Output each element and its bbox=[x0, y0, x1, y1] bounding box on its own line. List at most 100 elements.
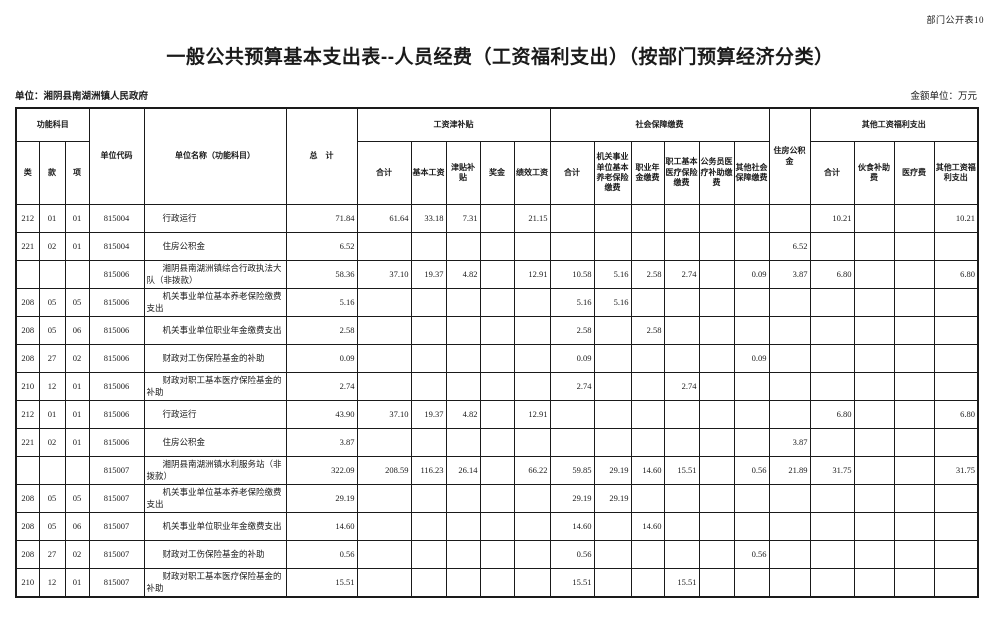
value-cell: 29.19 bbox=[593, 484, 632, 513]
value-cell bbox=[356, 372, 412, 401]
value-cell bbox=[513, 428, 551, 457]
value-cell: 3.87 bbox=[285, 428, 358, 457]
value-cell: 37.10 bbox=[356, 260, 412, 289]
table-row: 815006 湘阴县南湖洲镇综合行政执法大队（非拨款） 58.36 37.10 19.3… bbox=[15, 260, 979, 289]
value-cell bbox=[513, 232, 551, 261]
value-cell: 208 bbox=[15, 540, 40, 569]
value-cell bbox=[768, 400, 811, 429]
value-cell: 58.36 bbox=[285, 260, 358, 289]
table-row: 208 05 06 815007 机关事业单位职业年金缴费支出 14.60 14.60 14.… bbox=[15, 512, 979, 541]
value-cell: 6.52 bbox=[285, 232, 358, 261]
value-cell: 05 bbox=[38, 288, 66, 317]
value-cell: 14.60 bbox=[630, 512, 665, 541]
value-cell bbox=[513, 344, 551, 373]
value-cell bbox=[698, 232, 735, 261]
value-cell bbox=[445, 372, 481, 401]
value-cell bbox=[663, 316, 700, 345]
value-cell bbox=[893, 428, 935, 457]
value-cell: 210 bbox=[15, 372, 40, 401]
value-cell bbox=[809, 484, 855, 513]
value-cell bbox=[479, 540, 515, 569]
value-cell bbox=[809, 512, 855, 541]
value-cell: 01 bbox=[38, 400, 66, 429]
value-cell: 2.74 bbox=[285, 372, 358, 401]
value-cell bbox=[768, 512, 811, 541]
value-cell bbox=[893, 372, 935, 401]
value-cell: 01 bbox=[64, 204, 90, 233]
value-cell: 05 bbox=[64, 288, 90, 317]
value-cell bbox=[853, 288, 895, 317]
value-cell bbox=[698, 344, 735, 373]
value-cell bbox=[445, 484, 481, 513]
value-cell: 02 bbox=[64, 540, 90, 569]
value-cell bbox=[356, 512, 412, 541]
value-cell bbox=[410, 288, 447, 317]
value-cell bbox=[893, 484, 935, 513]
value-cell: 27 bbox=[38, 344, 66, 373]
value-cell bbox=[513, 540, 551, 569]
value-cell bbox=[768, 204, 811, 233]
value-cell bbox=[809, 372, 855, 401]
unit-code-cell: 815006 bbox=[88, 260, 145, 289]
table-row: 212 01 01 815004 行政运行 71.84 61.64 33.18 7.31 21.1… bbox=[15, 204, 979, 233]
value-cell bbox=[445, 568, 481, 598]
value-cell bbox=[893, 204, 935, 233]
value-cell bbox=[933, 372, 979, 401]
value-cell bbox=[809, 428, 855, 457]
value-cell: 0.56 bbox=[285, 540, 358, 569]
value-cell: 15.51 bbox=[663, 568, 700, 598]
value-cell: 02 bbox=[64, 344, 90, 373]
header-housing-fund: 住房公积金 bbox=[768, 107, 811, 205]
unit-name-cell: 住房公积金 bbox=[143, 428, 287, 457]
value-cell bbox=[893, 260, 935, 289]
value-cell bbox=[479, 512, 515, 541]
table-row: 208 05 05 815006 机关事业单位基本养老保险缴费支出 5.16 5.16 5.1… bbox=[15, 288, 979, 317]
value-cell: 0.09 bbox=[285, 344, 358, 373]
header-social-other: 其他社会保障缴费 bbox=[733, 141, 770, 205]
value-cell: 05 bbox=[38, 316, 66, 345]
value-cell bbox=[593, 316, 632, 345]
value-cell bbox=[933, 568, 979, 598]
value-cell bbox=[593, 232, 632, 261]
header-wage-allowance: 津贴补贴 bbox=[445, 141, 481, 205]
value-cell bbox=[853, 204, 895, 233]
value-cell bbox=[549, 400, 595, 429]
unit-code-cell: 815006 bbox=[88, 372, 145, 401]
value-cell bbox=[479, 400, 515, 429]
value-cell: 116.23 bbox=[410, 456, 447, 485]
value-cell bbox=[768, 344, 811, 373]
value-cell bbox=[663, 344, 700, 373]
value-cell: 5.16 bbox=[593, 288, 632, 317]
value-cell: 7.31 bbox=[445, 204, 481, 233]
value-cell bbox=[663, 512, 700, 541]
value-cell: 01 bbox=[64, 232, 90, 261]
value-cell: 212 bbox=[15, 400, 40, 429]
value-cell: 14.60 bbox=[630, 456, 665, 485]
value-cell bbox=[893, 400, 935, 429]
unit-code-cell: 815004 bbox=[88, 204, 145, 233]
table-row: 221 02 01 815004 住房公积金 6.52 6.52 bbox=[15, 232, 979, 261]
header-unit-name: 单位名称（功能科目） bbox=[143, 107, 287, 205]
value-cell: 31.75 bbox=[809, 456, 855, 485]
value-cell bbox=[733, 372, 770, 401]
value-cell bbox=[410, 568, 447, 598]
header-other-group: 其他工资福利支出 bbox=[809, 107, 979, 142]
sheet-label: 部门公开表10 bbox=[926, 15, 984, 25]
value-cell bbox=[809, 288, 855, 317]
header-leaf-row: 类 款 项 合计 基本工资 津贴补贴 奖金 绩效工资 合计 机关事业单位基本养老… bbox=[15, 141, 979, 205]
value-cell bbox=[853, 372, 895, 401]
value-cell bbox=[933, 316, 979, 345]
unit-name-cell: 财政对职工基本医疗保险基金的补助 bbox=[143, 568, 287, 598]
value-cell: 4.82 bbox=[445, 260, 481, 289]
value-cell: 33.18 bbox=[410, 204, 447, 233]
value-cell: 6.80 bbox=[933, 260, 979, 289]
value-cell bbox=[479, 456, 515, 485]
header-social-pension: 机关事业单位基本养老保险缴费 bbox=[593, 141, 632, 205]
value-cell: 21.89 bbox=[768, 456, 811, 485]
value-cell: 01 bbox=[64, 372, 90, 401]
unit-name-cell: 财政对工伤保险基金的补助 bbox=[143, 344, 287, 373]
table-row: 212 01 01 815006 行政运行 43.90 37.10 19.37 4.82 12.9… bbox=[15, 400, 979, 429]
value-cell bbox=[933, 428, 979, 457]
value-cell: 31.75 bbox=[933, 456, 979, 485]
value-cell bbox=[663, 540, 700, 569]
